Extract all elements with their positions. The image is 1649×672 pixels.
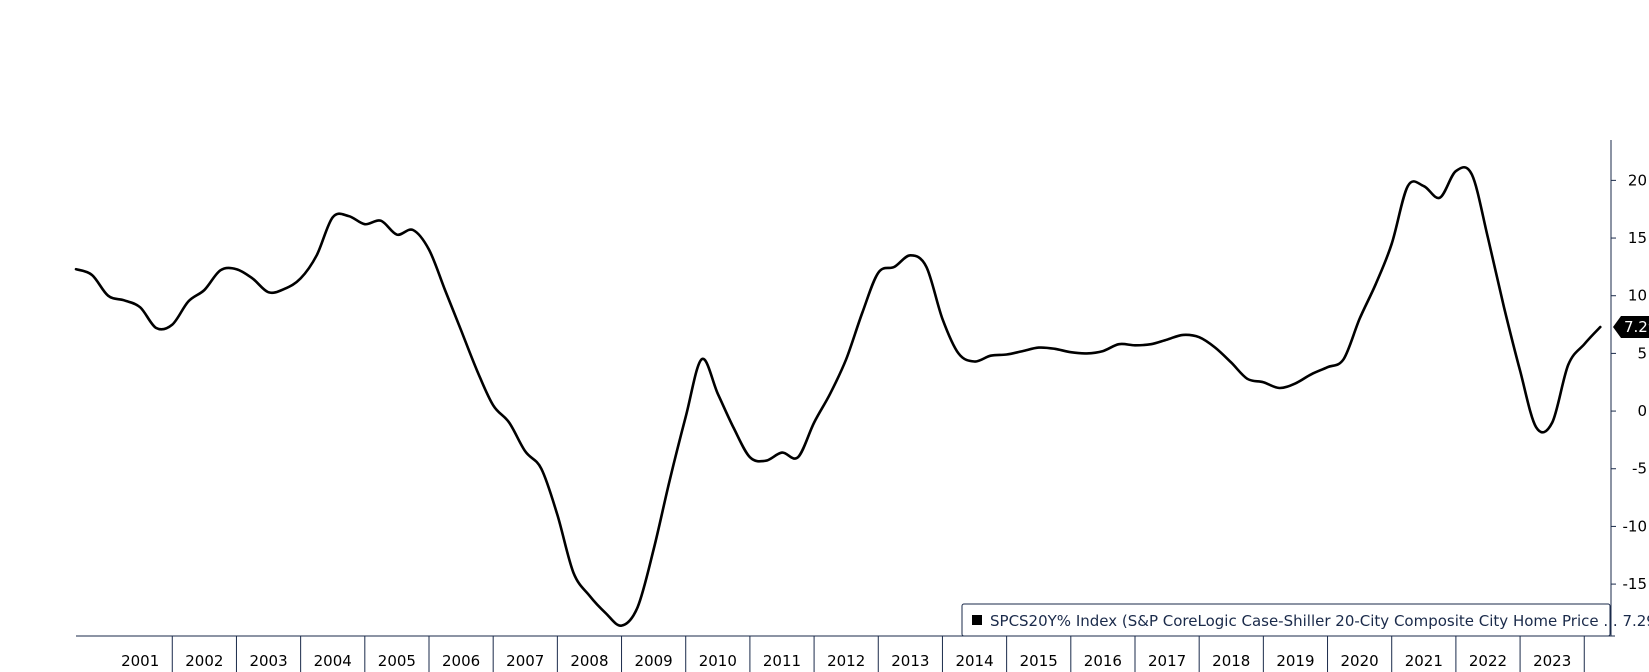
last-value-label: 7.29 <box>1624 318 1649 336</box>
x-tick-label-2020: 2020 <box>1341 652 1379 670</box>
legend-swatch <box>972 615 982 625</box>
y-tick-label--10: -10 <box>1623 517 1648 535</box>
x-tick-label-2010: 2010 <box>699 652 737 670</box>
x-axis-labels: 2001 2002 2003 2004 2005 2006 2007 2008 2009 2010… <box>121 652 1571 670</box>
last-value-badge-shape <box>1613 315 1649 338</box>
x-tick-label-2014: 2014 <box>955 652 993 670</box>
series-line <box>74 165 1602 627</box>
y-tick-label-20: 20 <box>1628 171 1647 189</box>
x-tick-label-2015: 2015 <box>1020 652 1058 670</box>
x-tick-label-2001: 2001 <box>121 652 159 670</box>
x-tick-label-2004: 2004 <box>314 652 352 670</box>
x-tick-label-2017: 2017 <box>1148 652 1186 670</box>
last-value-badge: 7.29 <box>1613 315 1649 338</box>
x-tick-label-2005: 2005 <box>378 652 416 670</box>
x-tick-label-2021: 2021 <box>1405 652 1443 670</box>
y-tick-label-10: 10 <box>1628 287 1647 305</box>
x-tick-label-2006: 2006 <box>442 652 480 670</box>
x-tick-label-2018: 2018 <box>1212 652 1250 670</box>
x-tick-label-2011: 2011 <box>763 652 801 670</box>
y-tick-label-0: 0 <box>1637 402 1647 420</box>
x-tick-label-2002: 2002 <box>185 652 223 670</box>
legend-entry: SPCS20Y% Index (S&P CoreLogic Case-Shill… <box>990 612 1649 630</box>
legend-box <box>961 603 1611 637</box>
x-tick-label-2016: 2016 <box>1084 652 1122 670</box>
x-axis-ticks <box>171 636 1585 672</box>
x-tick-label-2022: 2022 <box>1469 652 1507 670</box>
legend: SPCS20Y% Index (S&P CoreLogic Case-Shill… <box>961 603 1649 637</box>
x-tick-label-2019: 2019 <box>1276 652 1314 670</box>
y-tick-label-15: 15 <box>1628 229 1647 247</box>
x-tick-label-2008: 2008 <box>570 652 608 670</box>
x-tick-label-2003: 2003 <box>249 652 287 670</box>
y-tick-label--5: -5 <box>1632 460 1647 478</box>
x-tick-label-2013: 2013 <box>891 652 929 670</box>
y-tick-label-5: 5 <box>1637 344 1647 362</box>
x-tick-label-2007: 2007 <box>506 652 544 670</box>
x-tick-label-2023: 2023 <box>1533 652 1571 670</box>
y-tick-label--15: -15 <box>1623 575 1648 593</box>
x-tick-label-2009: 2009 <box>635 652 673 670</box>
x-tick-label-2012: 2012 <box>827 652 865 670</box>
y-axis-labels: 20 15 10 5 0 -5 -10 -15 <box>1611 171 1647 593</box>
